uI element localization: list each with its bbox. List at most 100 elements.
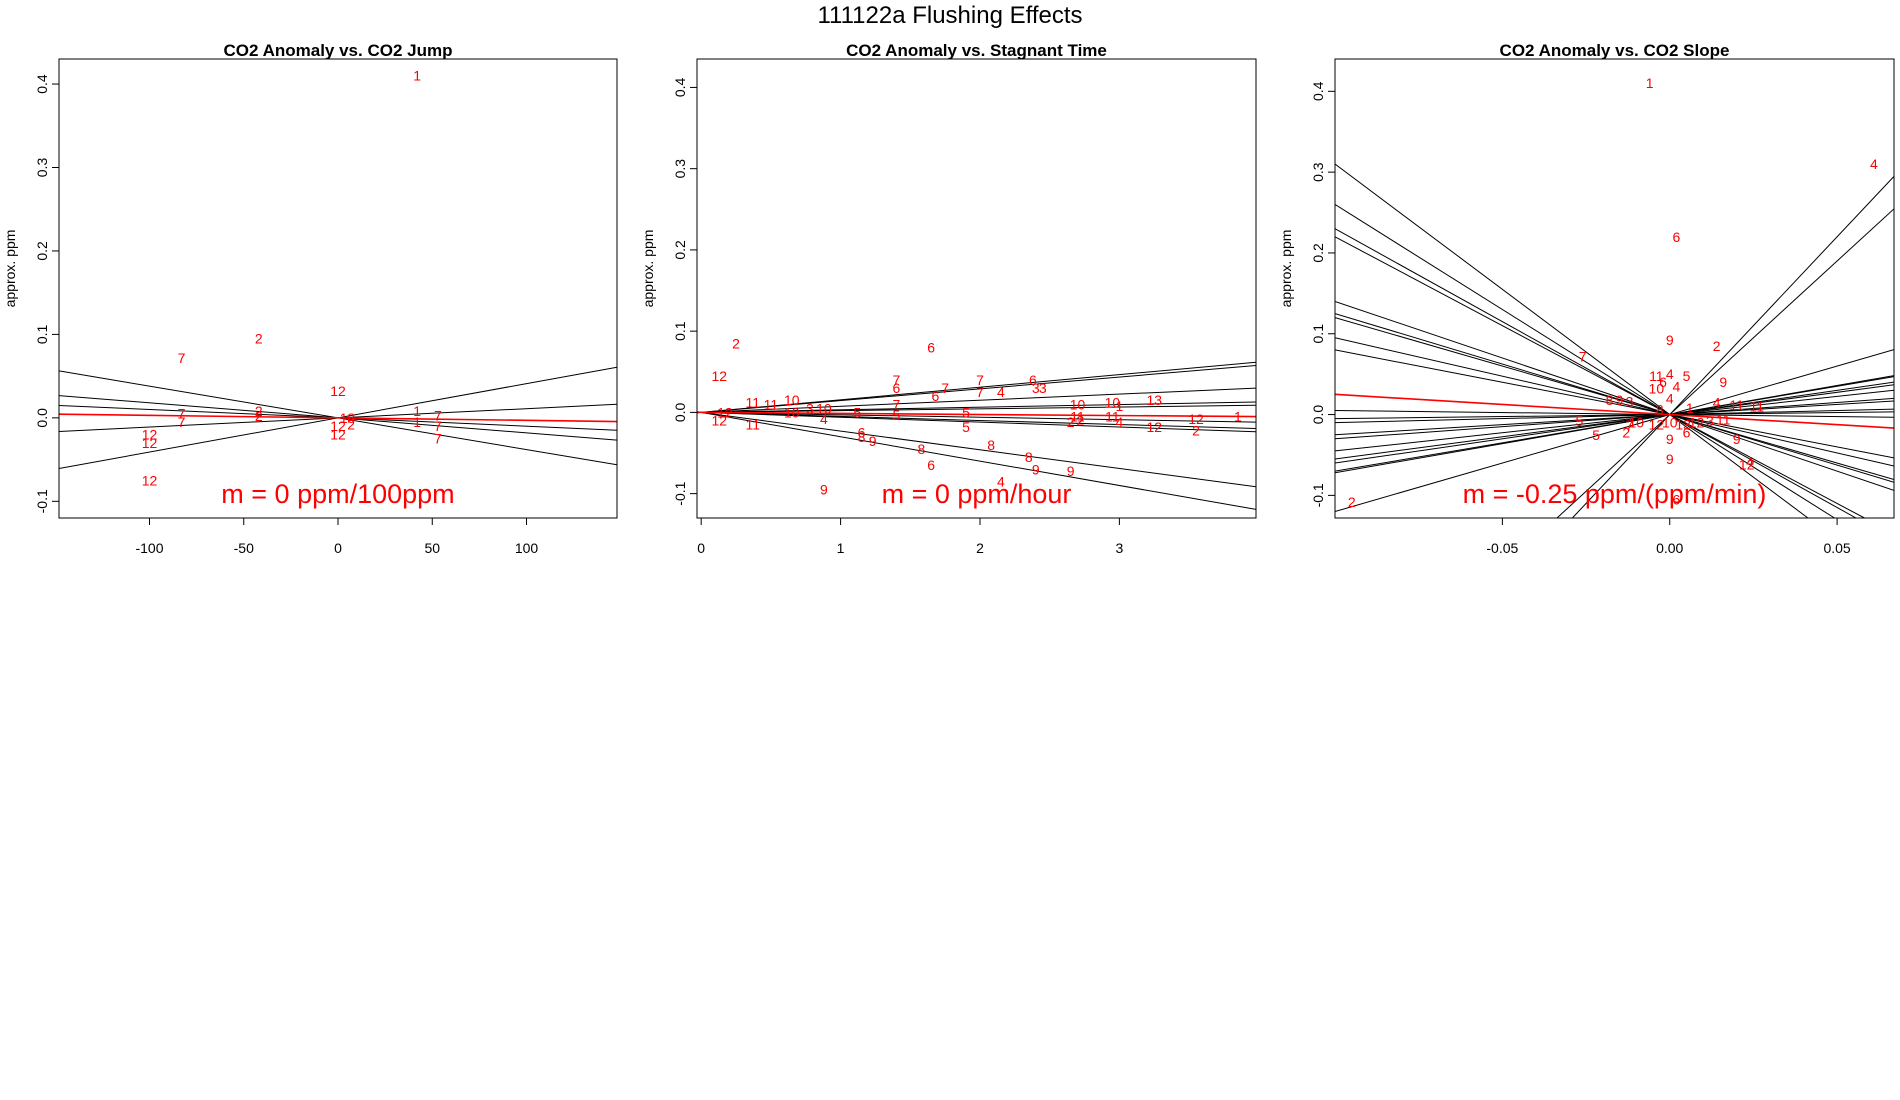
data-point-label: 1 (413, 68, 421, 84)
data-point-label: 1 (1234, 408, 1242, 424)
data-point-label: 10 (1070, 396, 1086, 412)
regression-line (1335, 236, 1865, 518)
y-tick-label: -0.1 (672, 481, 688, 505)
data-point-label: 5 (853, 404, 861, 420)
regression-line (697, 401, 1256, 413)
data-point-label: 6 (927, 457, 935, 473)
data-point-label: 3 (1626, 394, 1634, 410)
data-point-label: 3 (806, 400, 814, 416)
regression-line (1335, 408, 1894, 424)
x-tick-label: 2 (976, 540, 984, 556)
data-point-label: 8 (1606, 392, 1614, 408)
data-point-label: 10 (816, 400, 832, 416)
panel-title: CO2 Anomaly vs. CO2 Slope (1500, 41, 1730, 60)
data-point-label: 12 (1739, 457, 1755, 473)
data-point-label: 1 (413, 414, 421, 430)
slope-annotation: m = 0 ppm/100ppm (221, 479, 454, 509)
data-point-label: 7 (434, 431, 442, 447)
data-point-label: 4 (1115, 414, 1123, 430)
regression-line (1335, 317, 1894, 481)
data-point-label: 9 (1616, 392, 1624, 408)
data-point-label: 12 (1649, 416, 1665, 432)
data-point-label: 8 (987, 437, 995, 453)
data-point-label: 2 (1713, 338, 1721, 354)
regression-line (697, 411, 1256, 433)
data-point-label: 2 (255, 408, 263, 424)
data-point-label: 12 (330, 383, 346, 399)
regression-line (1335, 381, 1894, 464)
panel-title: CO2 Anomaly vs. Stagnant Time (846, 41, 1107, 60)
overall-fit-line (697, 411, 1256, 418)
data-point-label: 9 (1032, 461, 1040, 477)
data-point-label: 5 (962, 419, 970, 435)
data-point-label: 12 (330, 418, 346, 434)
regression-line (1335, 163, 1809, 518)
panel-co2-jump: CO2 Anomaly vs. CO2 Jump approx. ppm -0.1 0… (2, 41, 618, 556)
x-tick-label: 3 (1115, 540, 1123, 556)
data-point-label: 9 (1666, 332, 1674, 348)
data-point-label: 10 (784, 404, 800, 420)
data-point-label: 7 (1579, 348, 1587, 364)
data-point-label: 2 (1076, 413, 1084, 429)
data-point-label: 9 (1719, 374, 1727, 390)
regression-line (1335, 384, 1894, 460)
data-point-label: 6 (1659, 374, 1667, 390)
x-tick-label: -0.05 (1486, 540, 1518, 556)
data-point-label: 6 (892, 380, 900, 396)
x-tick-label: 100 (515, 540, 539, 556)
y-axis-label: approx. ppm (2, 230, 18, 308)
data-point-label: 1 (413, 403, 421, 419)
regression-line (1556, 208, 1894, 518)
data-point-label: 9 (1067, 463, 1075, 479)
regression-line (697, 361, 1256, 414)
regression-line (1335, 400, 1894, 436)
regression-line (1335, 411, 1894, 420)
figure-title: 111122a Flushing Effects (817, 2, 1083, 29)
y-tick-label: -0.1 (1310, 483, 1326, 507)
slope-annotation: m = 0 ppm/hour (882, 479, 1072, 509)
data-point-label: 6 (927, 339, 935, 355)
regression-line (1335, 375, 1894, 474)
panel-title: CO2 Anomaly vs. CO2 Jump (224, 41, 453, 60)
data-point-label: 4 (1713, 394, 1721, 410)
data-point-label: 12 (142, 435, 158, 451)
data-point-label: 12 (1689, 415, 1705, 431)
regression-line (1335, 349, 1894, 513)
data-point-label: 7 (892, 396, 900, 412)
data-point-label: 7 (941, 380, 949, 396)
data-point-label: 5 (1683, 368, 1691, 384)
data-point-label: 9 (820, 482, 828, 498)
plot-frame (1334, 58, 1895, 519)
data-point-label: 3 (1706, 413, 1714, 429)
y-tick-label: 0.2 (34, 241, 50, 261)
y-tick-label: 0.2 (1310, 243, 1326, 263)
y-tick-label: 0.0 (672, 402, 688, 422)
data-point-label: 2 (1622, 424, 1630, 440)
data-point-label: 10 (1105, 395, 1121, 411)
data-point-label: 2 (1192, 422, 1200, 438)
y-tick-label: 0.3 (34, 158, 50, 178)
data-point-label: 4 (1673, 378, 1681, 394)
data-point-label: 10 (1649, 381, 1665, 397)
x-tick-label: 0 (334, 540, 342, 556)
y-tick-label: 0.2 (672, 240, 688, 260)
data-point-label: 2 (255, 403, 263, 419)
y-tick-label: 0.0 (1310, 405, 1326, 425)
data-point-label: 12 (142, 472, 158, 488)
data-point-label: 11 (1729, 397, 1744, 413)
data-point-label: 7 (178, 414, 186, 430)
regression-line (1335, 410, 1894, 418)
data-point-label: 8 (347, 410, 355, 426)
data-point-label: 9 (1666, 451, 1674, 467)
data-point-label: 11 (745, 417, 760, 433)
data-point-label: 7 (1626, 417, 1634, 433)
data-point-label: 11 (1716, 411, 1731, 427)
data-point-label: 7 (976, 384, 984, 400)
regression-line (1335, 300, 1894, 491)
y-tick-label: 0.0 (34, 408, 50, 428)
y-axis-label: approx. ppm (640, 230, 656, 308)
data-point-label: 12 (142, 427, 158, 443)
